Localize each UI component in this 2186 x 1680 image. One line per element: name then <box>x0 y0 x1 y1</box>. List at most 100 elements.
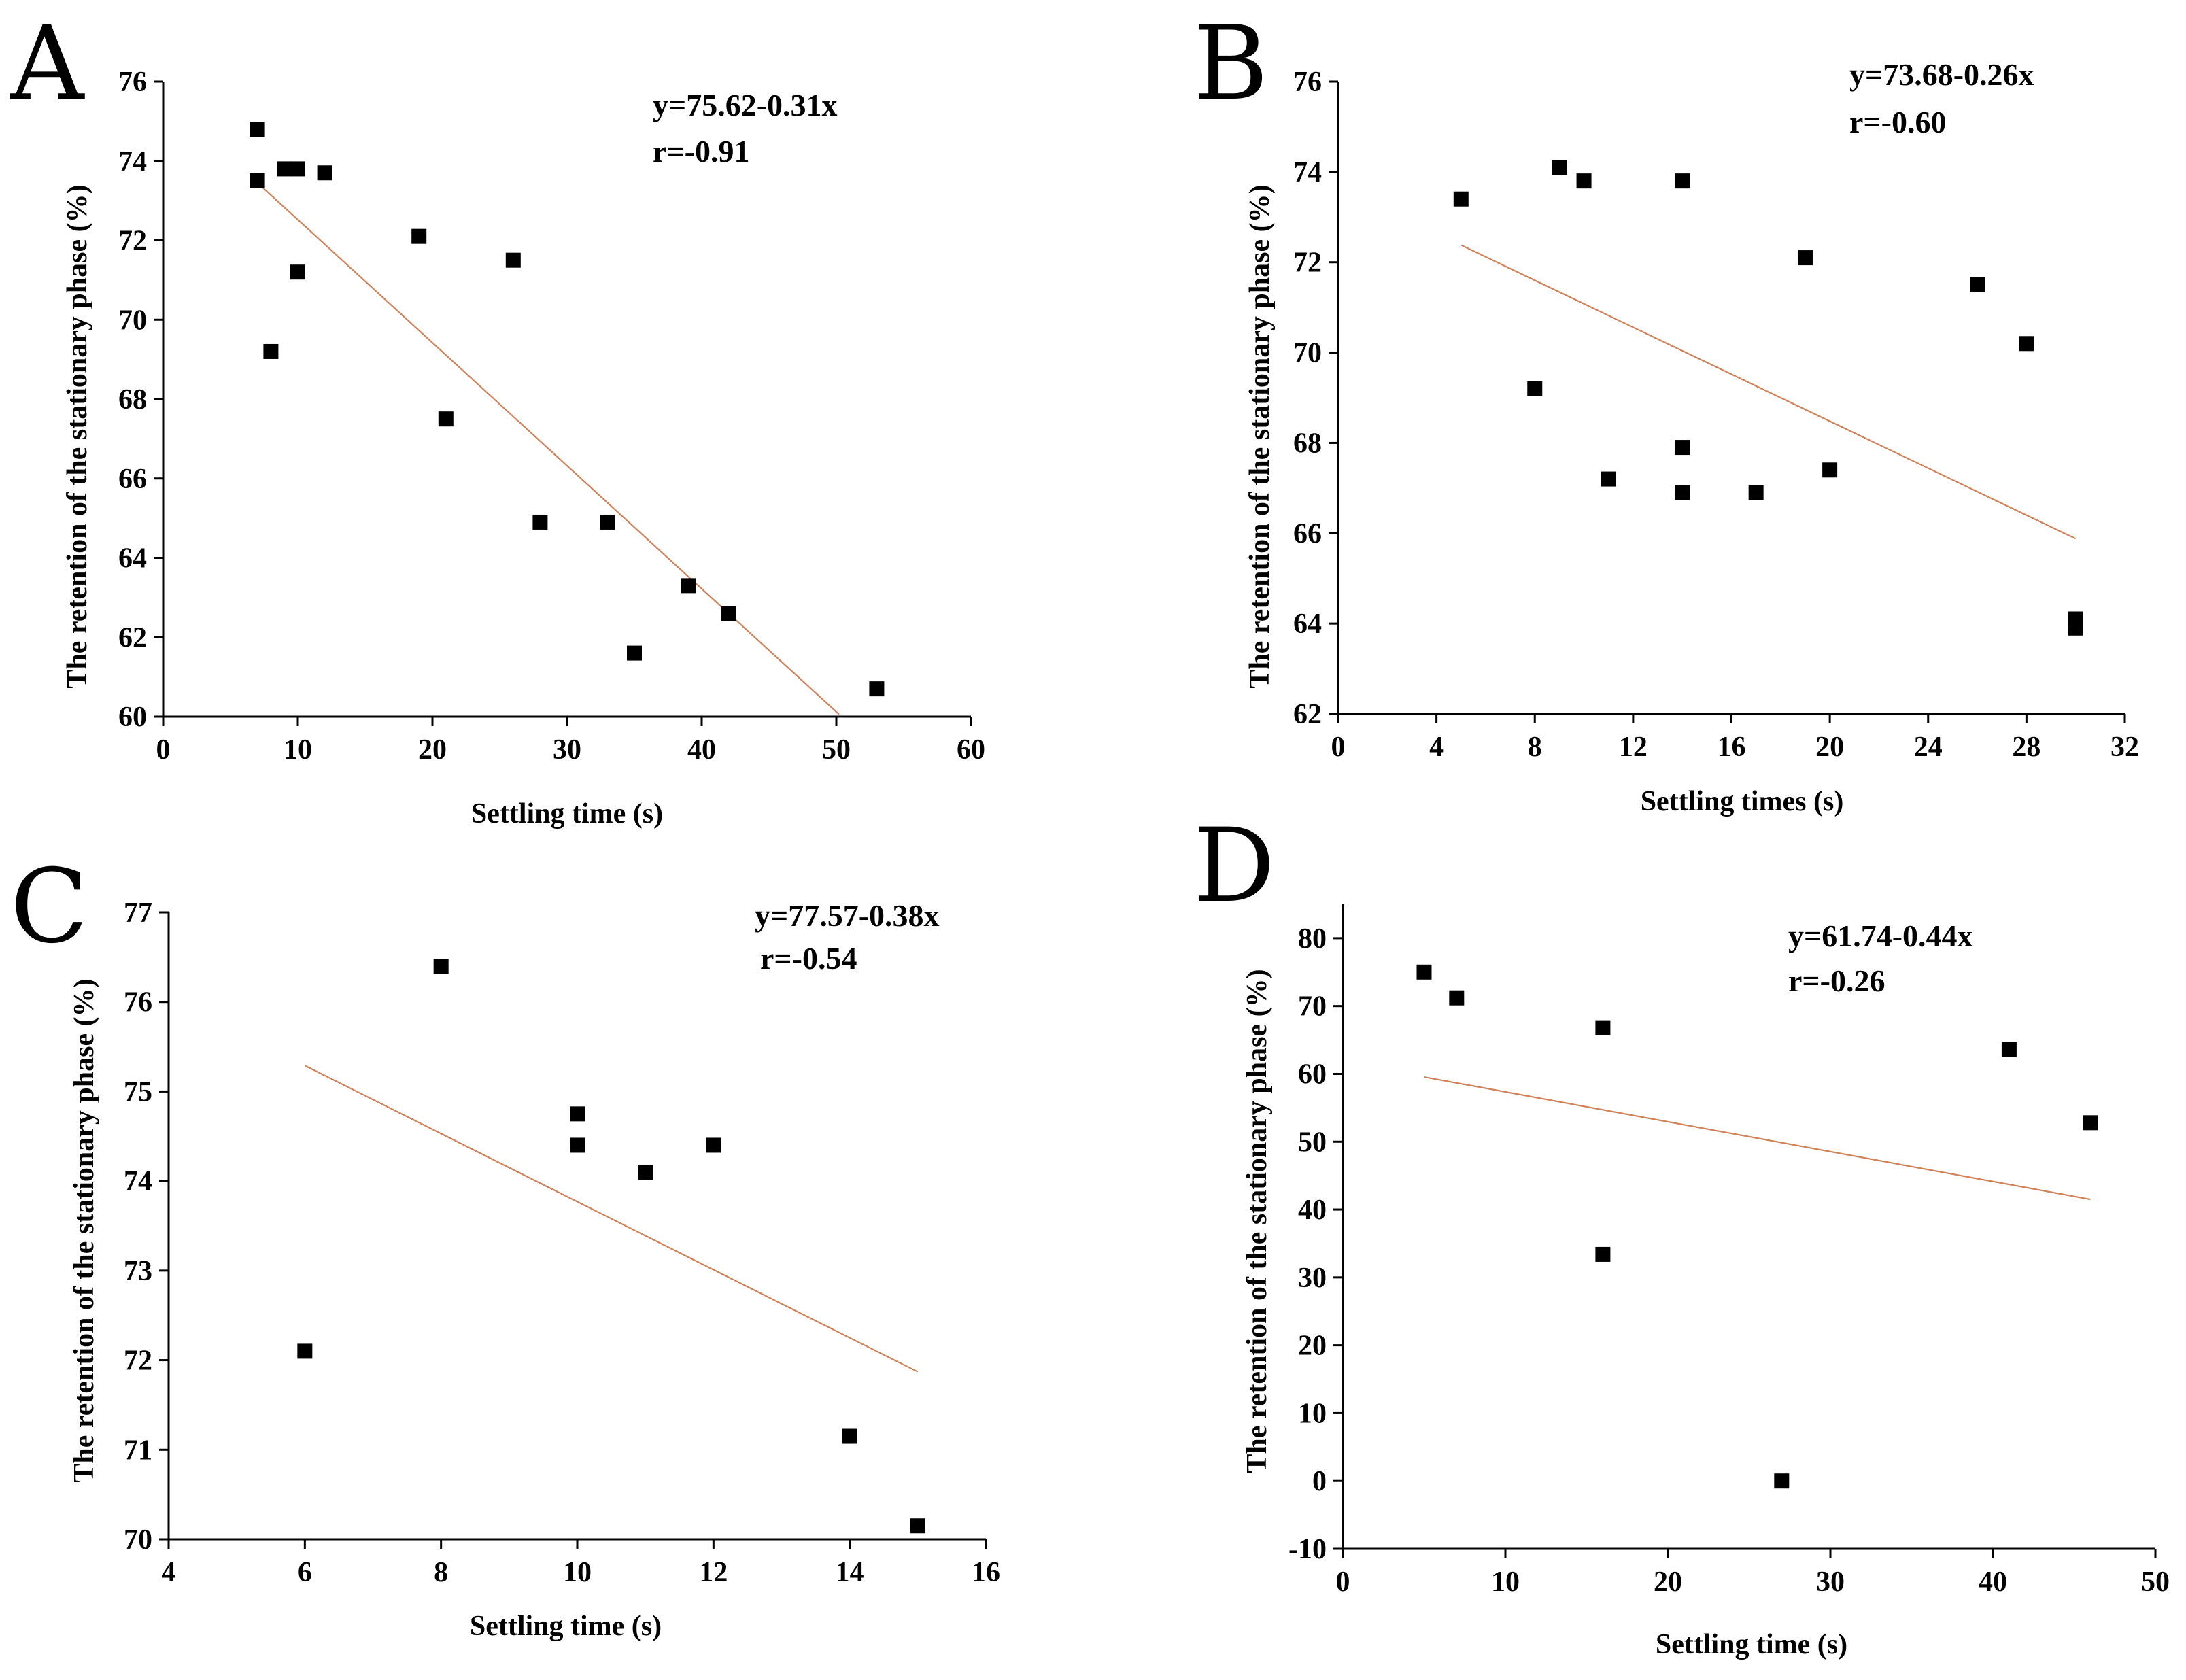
data-point <box>433 959 449 974</box>
data-point <box>1527 381 1543 396</box>
data-point <box>250 122 265 137</box>
data-point <box>1774 1473 1790 1489</box>
x-axis-label: Settling times (s) <box>1641 786 1844 817</box>
x-tick-label: 30 <box>553 734 581 766</box>
fit-line-group <box>1461 244 2077 540</box>
y-tick-label: 64 <box>118 543 147 575</box>
data-point <box>1822 462 1838 478</box>
data-point <box>1675 440 1690 456</box>
panel-d: D 0 10 20 30 40 50 -10 0 10 20 30 40 50 60 70 80 y=61.7… <box>1193 807 2170 1660</box>
y-tick-label: 66 <box>118 464 147 495</box>
x-tick-label: 8 <box>1528 732 1542 763</box>
fit-line-group <box>256 182 840 715</box>
fit-equation: y=77.57-0.38x <box>755 898 940 933</box>
data-point <box>1595 1020 1611 1035</box>
y-tick-label: 71 <box>124 1435 152 1466</box>
x-tick-label: 4 <box>162 1557 176 1588</box>
y-tick-label: 77 <box>124 897 152 929</box>
data-point <box>1552 160 1567 175</box>
x-axis-label: Settling time (s) <box>470 1611 662 1642</box>
data-point <box>2083 1115 2098 1131</box>
fit-line <box>1461 244 2077 540</box>
y-tick-label: 60 <box>118 702 147 733</box>
fit-line <box>256 182 840 715</box>
x-axis-label: Settling time (s) <box>471 798 663 829</box>
y-tick-label: 73 <box>124 1256 152 1287</box>
data-point <box>570 1137 585 1153</box>
panel-letter: D <box>1193 807 1275 925</box>
y-tick-label: 76 <box>118 67 147 98</box>
data-point <box>1416 964 1432 980</box>
data-point <box>1675 173 1690 189</box>
data-point <box>638 1164 653 1180</box>
y-axis-label: The retention of the stationary phase (%… <box>69 978 100 1482</box>
y-tick-label: 70 <box>124 1524 152 1556</box>
data-point <box>532 514 548 530</box>
x-tick-label: 30 <box>1816 1566 1845 1598</box>
axes <box>167 912 986 1541</box>
data-point <box>1748 485 1764 500</box>
data-point <box>263 343 279 359</box>
correlation-coefficient: r=-0.91 <box>653 134 749 169</box>
panel-a: A 0 10 20 30 40 50 60 60 62 64 66 68 70 72 74 76 y=75.6… <box>10 5 985 829</box>
x-tick-label: 0 <box>1331 732 1346 763</box>
x-tick-label: 0 <box>1336 1566 1350 1598</box>
data-point <box>910 1518 925 1534</box>
x-tick-label: 14 <box>836 1557 864 1588</box>
y-tick-label: 74 <box>118 146 147 177</box>
x-tick-label: 40 <box>1979 1566 2007 1598</box>
y-tick-label: 74 <box>124 1166 152 1197</box>
y-tick-label: 70 <box>1298 991 1327 1023</box>
x-tick-label: 50 <box>822 734 851 766</box>
y-tick-label: 40 <box>1298 1195 1327 1226</box>
y-tick-label: 70 <box>118 305 147 336</box>
data-point <box>297 1343 313 1359</box>
data-point <box>706 1137 721 1153</box>
y-tick-label: 76 <box>124 987 152 1018</box>
x-tick-label: 32 <box>2111 732 2139 763</box>
data-point <box>2019 336 2034 352</box>
x-tick-label: 20 <box>418 734 447 766</box>
correlation-coefficient: r=-0.60 <box>1849 105 1946 139</box>
data-point <box>1453 191 1469 207</box>
x-tick-label: 20 <box>1815 732 1844 763</box>
y-tick-label: 70 <box>1293 338 1322 369</box>
data-point <box>438 411 454 427</box>
fit-line-group <box>1424 1076 2091 1201</box>
panel-letter: B <box>1193 5 1268 123</box>
data-point <box>1970 277 1985 292</box>
y-tick-label: 76 <box>1293 67 1322 98</box>
ticks: 0 10 20 30 40 50 60 60 62 64 66 68 70 72 74 76 <box>118 67 985 766</box>
data-point <box>2001 1042 2017 1057</box>
panel-c: C 4 6 8 10 12 14 16 70 71 72 73 74 75 76 77 y=77.57-0.… <box>10 848 1000 1642</box>
x-tick-label: 16 <box>1718 732 1746 763</box>
panel-letter: C <box>10 848 88 966</box>
x-tick-label: 10 <box>563 1557 592 1588</box>
data-points <box>1453 160 2083 636</box>
y-tick-label: 62 <box>1293 699 1322 730</box>
ticks: 0 10 20 30 40 50 -10 0 10 20 30 40 50 60 70 80 <box>1288 923 2170 1598</box>
axes <box>162 82 971 718</box>
x-axis-label: Settling time (s) <box>1656 1629 1847 1660</box>
data-point <box>681 578 696 594</box>
y-tick-label: 66 <box>1293 518 1322 549</box>
y-tick-label: 60 <box>1298 1059 1327 1090</box>
data-point <box>721 606 736 621</box>
fit-line <box>304 1065 919 1373</box>
fit-line-group <box>304 1065 919 1373</box>
x-tick-label: 50 <box>2141 1566 2170 1598</box>
x-tick-label: 40 <box>687 734 716 766</box>
data-points <box>250 122 885 697</box>
y-tick-label: 30 <box>1298 1263 1327 1294</box>
x-tick-label: 10 <box>1491 1566 1520 1598</box>
data-point <box>277 161 292 177</box>
data-point <box>627 645 642 661</box>
fit-equation: y=61.74-0.44x <box>1788 919 1973 953</box>
y-axis-label: The retention of the stationary phase (%… <box>62 184 93 688</box>
y-tick-label: 10 <box>1298 1398 1327 1429</box>
data-point <box>2068 620 2083 636</box>
data-point <box>411 228 427 244</box>
axes <box>1342 904 2155 1550</box>
correlation-coefficient: r=-0.26 <box>1788 963 1885 998</box>
